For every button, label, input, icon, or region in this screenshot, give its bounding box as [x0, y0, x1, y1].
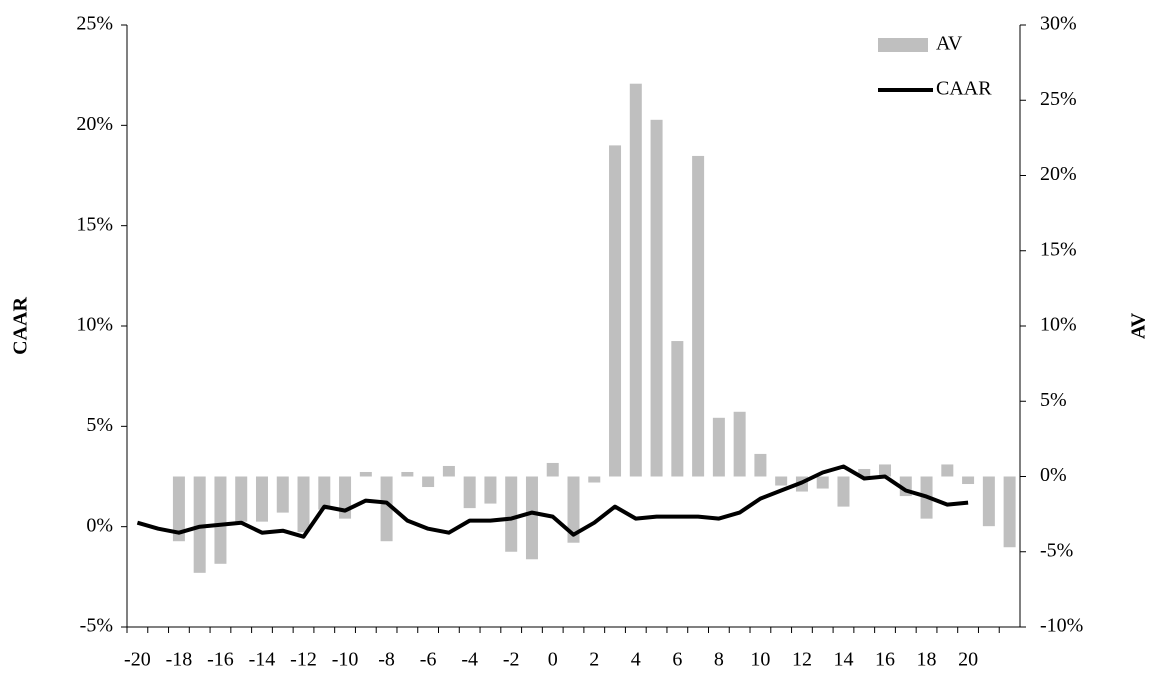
- x-tick-label: -6: [420, 649, 437, 671]
- x-tick-label: 8: [714, 649, 724, 671]
- y2-tick-label: 15%: [1040, 238, 1077, 260]
- legend-label: AV: [936, 33, 963, 55]
- y2-tick-label: 25%: [1040, 88, 1077, 110]
- y-tick-label: 15%: [76, 213, 113, 235]
- y-tick-label: 25%: [76, 13, 113, 35]
- bar: [941, 464, 954, 477]
- bar: [837, 476, 850, 507]
- bar: [359, 471, 372, 477]
- x-tick-label: 0: [548, 649, 558, 671]
- x-tick-label: 16: [875, 649, 895, 671]
- x-tick-label: 18: [917, 649, 937, 671]
- x-tick-label: -8: [378, 649, 395, 671]
- bar: [775, 476, 788, 486]
- y2-tick-label: 0%: [1040, 464, 1067, 486]
- bar: [422, 476, 435, 488]
- bar: [255, 476, 268, 522]
- bar: [816, 476, 829, 489]
- bar: [380, 476, 393, 542]
- x-tick-label: 12: [792, 649, 812, 671]
- bar: [712, 417, 725, 477]
- bar: [982, 476, 995, 527]
- y2-tick-label: -10%: [1040, 615, 1083, 637]
- y2-tick-label: 10%: [1040, 314, 1077, 336]
- x-tick-label: 20: [958, 649, 978, 671]
- bar: [505, 476, 518, 552]
- bar: [629, 83, 642, 477]
- bar: [733, 411, 746, 477]
- y-tick-label: 10%: [76, 314, 113, 336]
- bar: [962, 476, 975, 485]
- x-tick-label: -10: [332, 649, 359, 671]
- bar: [546, 462, 559, 477]
- y-tick-label: 0%: [86, 514, 113, 536]
- y-tick-label: 20%: [76, 113, 113, 135]
- legend-label: CAAR: [936, 78, 992, 100]
- bar: [525, 476, 538, 560]
- x-tick-label: 2: [589, 649, 599, 671]
- y-tick-label: -5%: [80, 615, 113, 637]
- bar: [442, 465, 455, 477]
- x-tick-label: 14: [833, 649, 853, 671]
- x-tick-label: -4: [461, 649, 478, 671]
- bar: [484, 476, 497, 504]
- x-tick-label: -2: [503, 649, 520, 671]
- bar: [671, 341, 684, 477]
- bar: [609, 145, 622, 477]
- y2-tick-label: 20%: [1040, 163, 1077, 185]
- bar: [276, 476, 289, 513]
- y-axis-title: CAAR: [10, 297, 32, 355]
- x-tick-label: 10: [750, 649, 770, 671]
- bar: [193, 476, 206, 573]
- line: [136, 464, 969, 539]
- x-tick-label: -14: [249, 649, 276, 671]
- bar: [858, 468, 871, 477]
- bar: [463, 476, 476, 509]
- bar: [879, 464, 892, 477]
- bar: [567, 476, 580, 543]
- bar: [650, 119, 663, 477]
- legend-swatch: [878, 38, 928, 52]
- x-tick-label: 6: [672, 649, 682, 671]
- bar: [588, 476, 601, 483]
- bar: [692, 155, 705, 477]
- x-tick-label: -20: [124, 649, 151, 671]
- y2-tick-label: -5%: [1040, 539, 1073, 561]
- bar: [754, 453, 767, 477]
- x-tick-label: -12: [290, 649, 317, 671]
- y2-axis-title: AV: [1128, 312, 1150, 339]
- y-tick-label: 5%: [86, 414, 113, 436]
- bar: [235, 476, 248, 522]
- y2-tick-label: 5%: [1040, 389, 1067, 411]
- bar: [172, 476, 185, 542]
- bar: [297, 476, 310, 533]
- bar: [401, 471, 414, 477]
- y2-tick-label: 30%: [1040, 13, 1077, 35]
- bar: [318, 476, 331, 510]
- bar: [1003, 476, 1016, 548]
- x-tick-label: -16: [207, 649, 234, 671]
- x-tick-label: -18: [166, 649, 193, 671]
- x-tick-label: 4: [631, 649, 641, 671]
- bar: [214, 476, 227, 564]
